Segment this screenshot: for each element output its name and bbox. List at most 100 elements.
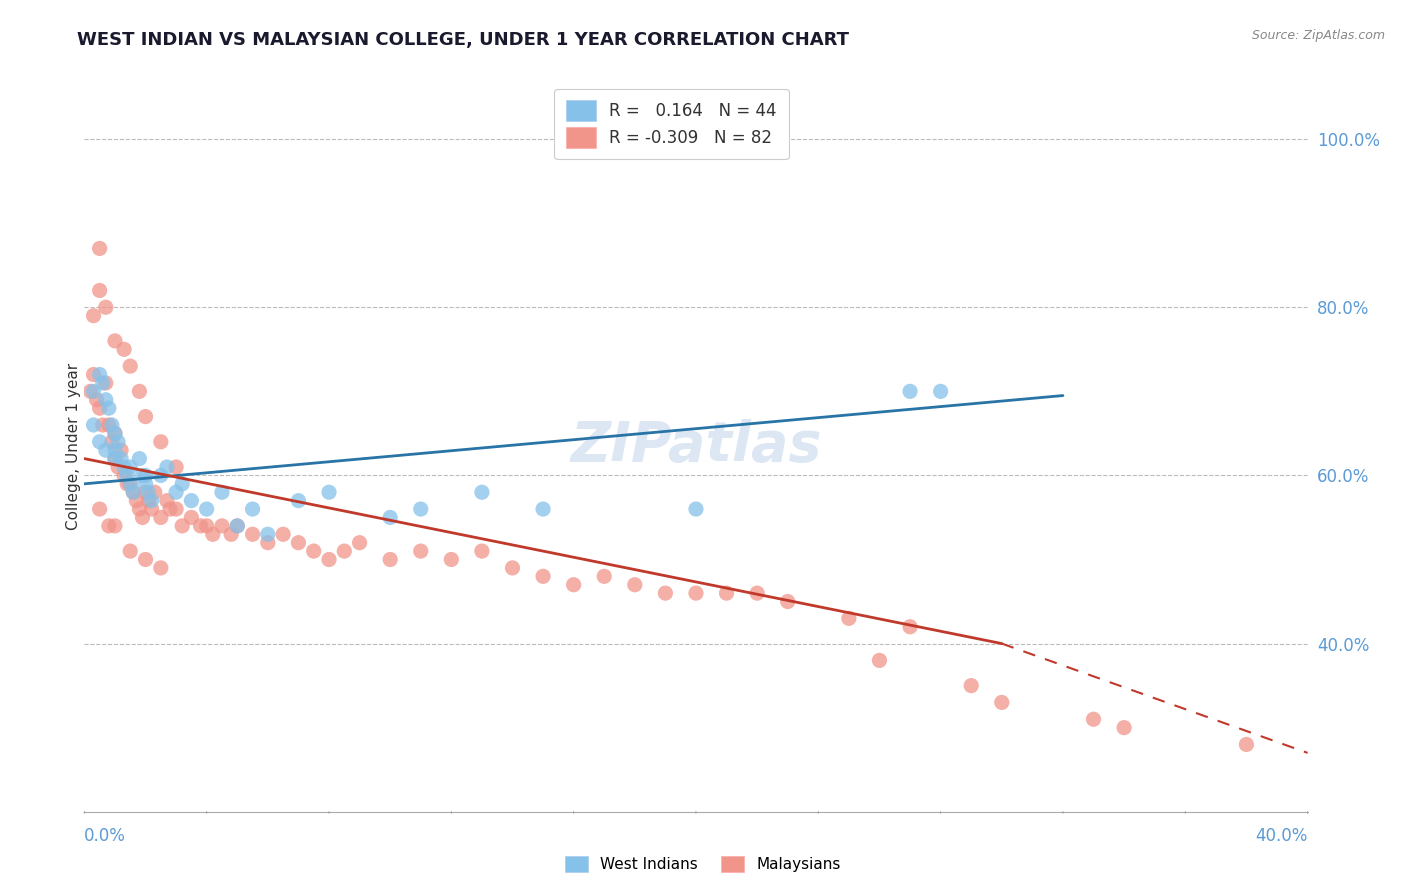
Point — [120, 359, 142, 373]
Point — [115, 476, 138, 491]
Point — [135, 468, 157, 483]
Point — [226, 519, 249, 533]
Point — [86, 392, 108, 407]
Point — [302, 544, 325, 558]
Point — [471, 544, 494, 558]
Point — [960, 679, 983, 693]
Point — [104, 334, 127, 348]
Point — [94, 376, 117, 390]
Point — [97, 401, 120, 416]
Point — [89, 434, 111, 449]
Point — [104, 443, 127, 458]
Point — [83, 309, 105, 323]
Y-axis label: College, Under 1 year: College, Under 1 year — [66, 362, 80, 530]
Point — [318, 552, 340, 566]
Point — [125, 493, 148, 508]
Point — [898, 620, 921, 634]
Point — [83, 417, 105, 432]
Point — [97, 519, 120, 533]
Point — [409, 544, 432, 558]
Point — [135, 409, 157, 424]
Point — [115, 468, 138, 483]
Point — [211, 485, 233, 500]
Point — [89, 401, 111, 416]
Point — [1083, 712, 1105, 726]
Point — [89, 242, 111, 256]
Point — [180, 510, 202, 524]
Point — [143, 485, 166, 500]
Point — [159, 502, 181, 516]
Point — [838, 611, 860, 625]
Point — [112, 343, 135, 357]
Point — [138, 485, 160, 500]
Point — [654, 586, 676, 600]
Point — [471, 485, 494, 500]
Point — [120, 476, 142, 491]
Point — [156, 493, 179, 508]
Point — [149, 510, 172, 524]
Point — [195, 519, 218, 533]
Point — [190, 519, 212, 533]
Legend: R =   0.164   N = 44, R = -0.309   N = 82: R = 0.164 N = 44, R = -0.309 N = 82 — [554, 88, 789, 160]
Point — [120, 476, 142, 491]
Point — [380, 552, 402, 566]
Point — [112, 468, 135, 483]
Point — [128, 384, 150, 399]
Point — [349, 535, 371, 549]
Point — [929, 384, 952, 399]
Point — [333, 544, 356, 558]
Point — [165, 502, 187, 516]
Point — [94, 443, 117, 458]
Point — [747, 586, 769, 600]
Point — [716, 586, 738, 600]
Point — [104, 426, 127, 441]
Point — [898, 384, 921, 399]
Text: 40.0%: 40.0% — [1256, 827, 1308, 845]
Point — [593, 569, 616, 583]
Point — [138, 493, 160, 508]
Point — [135, 476, 157, 491]
Point — [141, 493, 163, 508]
Point — [104, 519, 127, 533]
Point — [242, 527, 264, 541]
Text: WEST INDIAN VS MALAYSIAN COLLEGE, UNDER 1 YEAR CORRELATION CHART: WEST INDIAN VS MALAYSIAN COLLEGE, UNDER … — [77, 31, 849, 49]
Point — [991, 695, 1014, 709]
Point — [1236, 738, 1258, 752]
Point — [104, 426, 127, 441]
Point — [172, 519, 194, 533]
Point — [180, 493, 202, 508]
Point — [97, 417, 120, 432]
Point — [685, 502, 707, 516]
Point — [104, 451, 127, 466]
Point — [131, 510, 153, 524]
Point — [128, 451, 150, 466]
Point — [165, 460, 187, 475]
Point — [211, 519, 233, 533]
Point — [101, 434, 124, 449]
Text: 0.0%: 0.0% — [84, 827, 127, 845]
Point — [120, 460, 142, 475]
Point — [131, 468, 153, 483]
Point — [531, 569, 554, 583]
Point — [135, 485, 157, 500]
Point — [94, 300, 117, 314]
Point — [242, 502, 264, 516]
Point — [107, 460, 129, 475]
Point — [149, 434, 172, 449]
Point — [257, 527, 280, 541]
Point — [79, 384, 101, 399]
Point — [318, 485, 340, 500]
Point — [122, 485, 145, 500]
Point — [409, 502, 432, 516]
Point — [257, 535, 280, 549]
Point — [83, 368, 105, 382]
Point — [869, 653, 891, 667]
Point — [156, 460, 179, 475]
Point — [149, 468, 172, 483]
Point — [91, 417, 114, 432]
Point — [128, 502, 150, 516]
Point — [776, 594, 799, 608]
Legend: West Indians, Malaysians: West Indians, Malaysians — [558, 848, 848, 880]
Point — [271, 527, 294, 541]
Point — [112, 460, 135, 475]
